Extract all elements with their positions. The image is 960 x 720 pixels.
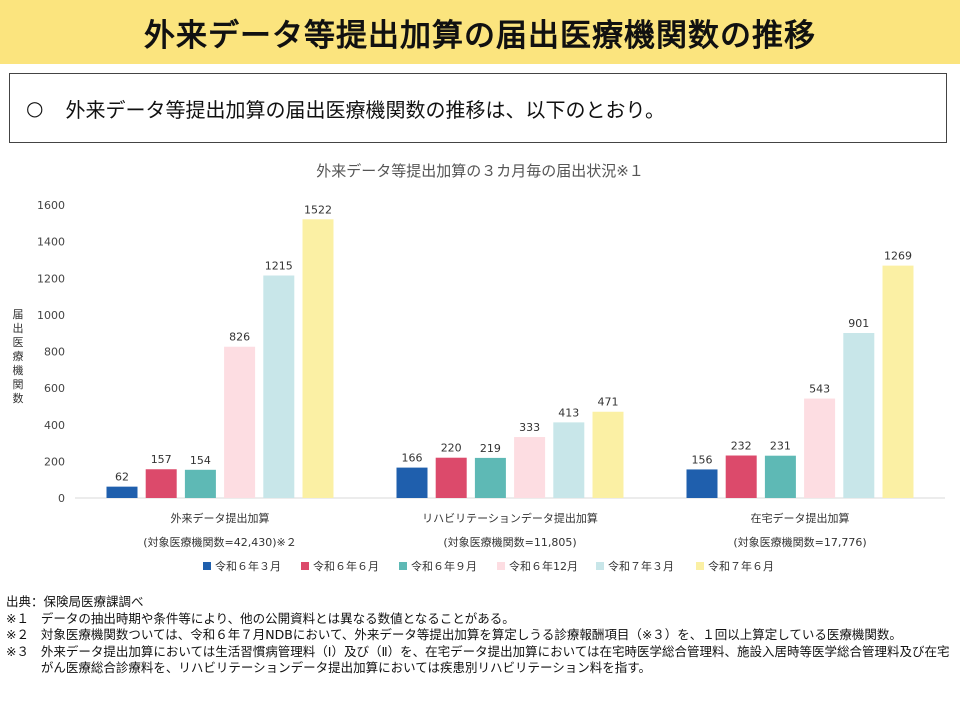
y-axis-label: 届出医療機関数 [13,308,24,405]
y-tick-label: 800 [44,346,65,359]
footnote-mark: ※３ [6,643,29,659]
legend-label: 令和７年６月 [708,559,774,573]
footnotes: 出典：保険局医療課調べ ※１ データの抽出時期や条件等により、他の公開資料とは異… [6,594,956,677]
bar [764,455,796,498]
footnote-text: 外来データ提出加算においては生活習慣病管理料（Ⅰ）及び（Ⅱ）を、在宅データ提出加… [40,643,950,676]
data-label: 901 [848,317,869,330]
data-label: 413 [558,406,579,419]
legend-label: 令和６年６月 [313,559,379,573]
summary-box: ○ 外来データ等提出加算の届出医療機関数の推移は、以下のとおり。 [9,73,947,143]
y-tick-label: 1200 [37,272,65,285]
data-label: 1522 [304,203,332,216]
footnote-text: 対象医療機関数ついては、令和６年７月NDBにおいて、外来データ等提出加算を算定し… [40,627,902,642]
category-sublabel: (対象医療機関数=17,776) [733,535,866,549]
bar-chart: 外来データ等提出加算の３カ月毎の届出状況※１ 0 200 400 600 800 1000 1… [13,162,945,573]
legend-label: 令和７年３月 [608,559,674,573]
legend-swatch [399,562,407,570]
data-label: 156 [692,453,713,466]
data-label: 166 [402,452,423,465]
footnote-mark: ※１ [6,610,29,626]
bar [804,398,836,498]
bar [145,469,177,498]
legend-swatch [596,562,604,570]
data-label: 62 [115,471,129,484]
category-sublabel: (対象医療機関数=42,430)※２ [143,535,297,549]
legend-label: 令和６年９月 [411,559,477,573]
page-title: 外来データ等提出加算の届出医療機関数の推移 [144,17,816,54]
summary-text: 外来データ等提出加算の届出医療機関数の推移は、以下のとおり。 [65,97,666,122]
y-tick-label: 0 [58,492,65,505]
data-label: 1215 [265,260,293,273]
bar [435,457,467,498]
bar [224,346,256,498]
bar [184,469,216,498]
bar [843,333,875,498]
data-label: 333 [519,421,540,434]
legend-label: 令和６年12月 [509,559,578,573]
category-label: 外来データ提出加算 [171,511,270,525]
data-label: 471 [598,396,619,409]
legend-label: 令和６年３月 [215,559,281,573]
y-tick-label: 1400 [37,236,65,249]
footnote-1: ※１ データの抽出時期や条件等により、他の公開資料とは異なる数値となることがある… [6,611,956,628]
data-label: 1269 [884,250,912,263]
bar [725,455,757,498]
legend-swatch [301,562,309,570]
category-sublabel: (対象医療機関数=11,805) [443,535,576,549]
footnote-2: ※２ 対象医療機関数ついては、令和６年７月NDBにおいて、外来データ等提出加算を… [6,627,956,644]
bar [106,486,138,498]
y-tick-label: 400 [44,419,65,432]
source-note: 出典：保険局医療課調べ [6,594,144,609]
summary-bullet: ○ [26,96,44,120]
data-label: 232 [731,440,752,453]
bar [553,422,585,498]
data-label: 231 [770,440,791,453]
data-label: 219 [480,442,501,455]
y-tick-label: 200 [44,455,65,468]
bar [302,219,334,498]
title-band: 外来データ等提出加算の届出医療機関数の推移 [0,0,960,64]
bar [686,469,718,498]
bar [396,467,428,498]
footnote-text: データの抽出時期や条件等により、他の公開資料とは異なる数値となることがある。 [40,610,515,626]
bar [474,457,506,498]
category-label: 在宅データ提出加算 [751,511,850,525]
bar [592,411,624,498]
bar [263,275,295,498]
bar [514,437,546,498]
y-tick-label: 1600 [37,199,65,212]
data-label: 154 [190,454,211,467]
bar [882,265,914,498]
y-tick-label: 1000 [37,309,65,322]
category-label: リハビリテーションデータ提出加算 [422,511,598,525]
data-label: 220 [441,442,462,455]
chart-title: 外来データ等提出加算の３カ月毎の届出状況※１ [316,162,644,180]
legend-swatch [497,562,505,570]
legend-swatch [696,562,704,570]
data-label: 157 [151,453,172,466]
footnote-mark: ※２ [6,627,29,642]
data-label: 826 [229,331,250,344]
legend-swatch [203,562,211,570]
data-label: 543 [809,383,830,396]
y-tick-label: 600 [44,382,65,395]
footnote-3: ※３ 外来データ提出加算においては生活習慣病管理料（Ⅰ）及び（Ⅱ）を、在宅データ… [6,644,956,677]
